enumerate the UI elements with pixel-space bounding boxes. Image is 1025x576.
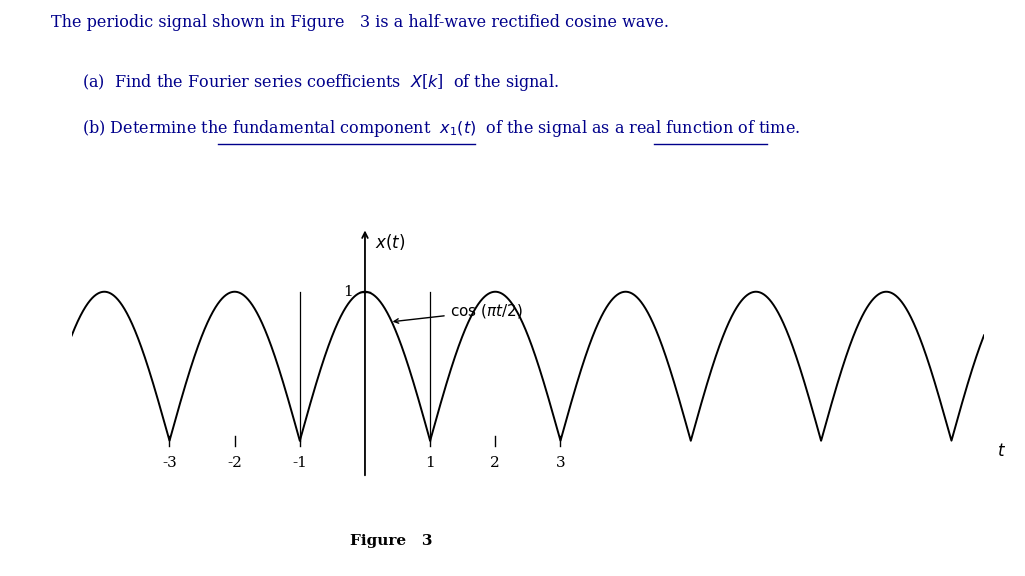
Text: 1: 1	[343, 285, 354, 299]
Text: $t$: $t$	[997, 443, 1007, 460]
Text: 3: 3	[556, 456, 565, 469]
Text: $x(t)$: $x(t)$	[375, 232, 405, 252]
Text: The periodic signal shown in Figure   3 is a half-wave rectified cosine wave.: The periodic signal shown in Figure 3 is…	[51, 14, 669, 32]
Text: -1: -1	[292, 456, 308, 469]
Text: -2: -2	[228, 456, 242, 469]
Text: (b) Determine the fundamental component  $\mathit{x}_1(\mathit{t})$  of the sign: (b) Determine the fundamental component …	[82, 118, 801, 139]
Text: Figure   3: Figure 3	[350, 534, 433, 548]
Text: $\cos\,(\pi t/2)$: $\cos\,(\pi t/2)$	[394, 302, 523, 323]
Text: 1: 1	[425, 456, 435, 469]
Text: (a)  Find the Fourier series coefficients  $\mathit{X}$[$\mathit{k}$]  of the si: (a) Find the Fourier series coefficients…	[82, 72, 560, 93]
Text: 2: 2	[490, 456, 500, 469]
Text: -3: -3	[162, 456, 177, 469]
